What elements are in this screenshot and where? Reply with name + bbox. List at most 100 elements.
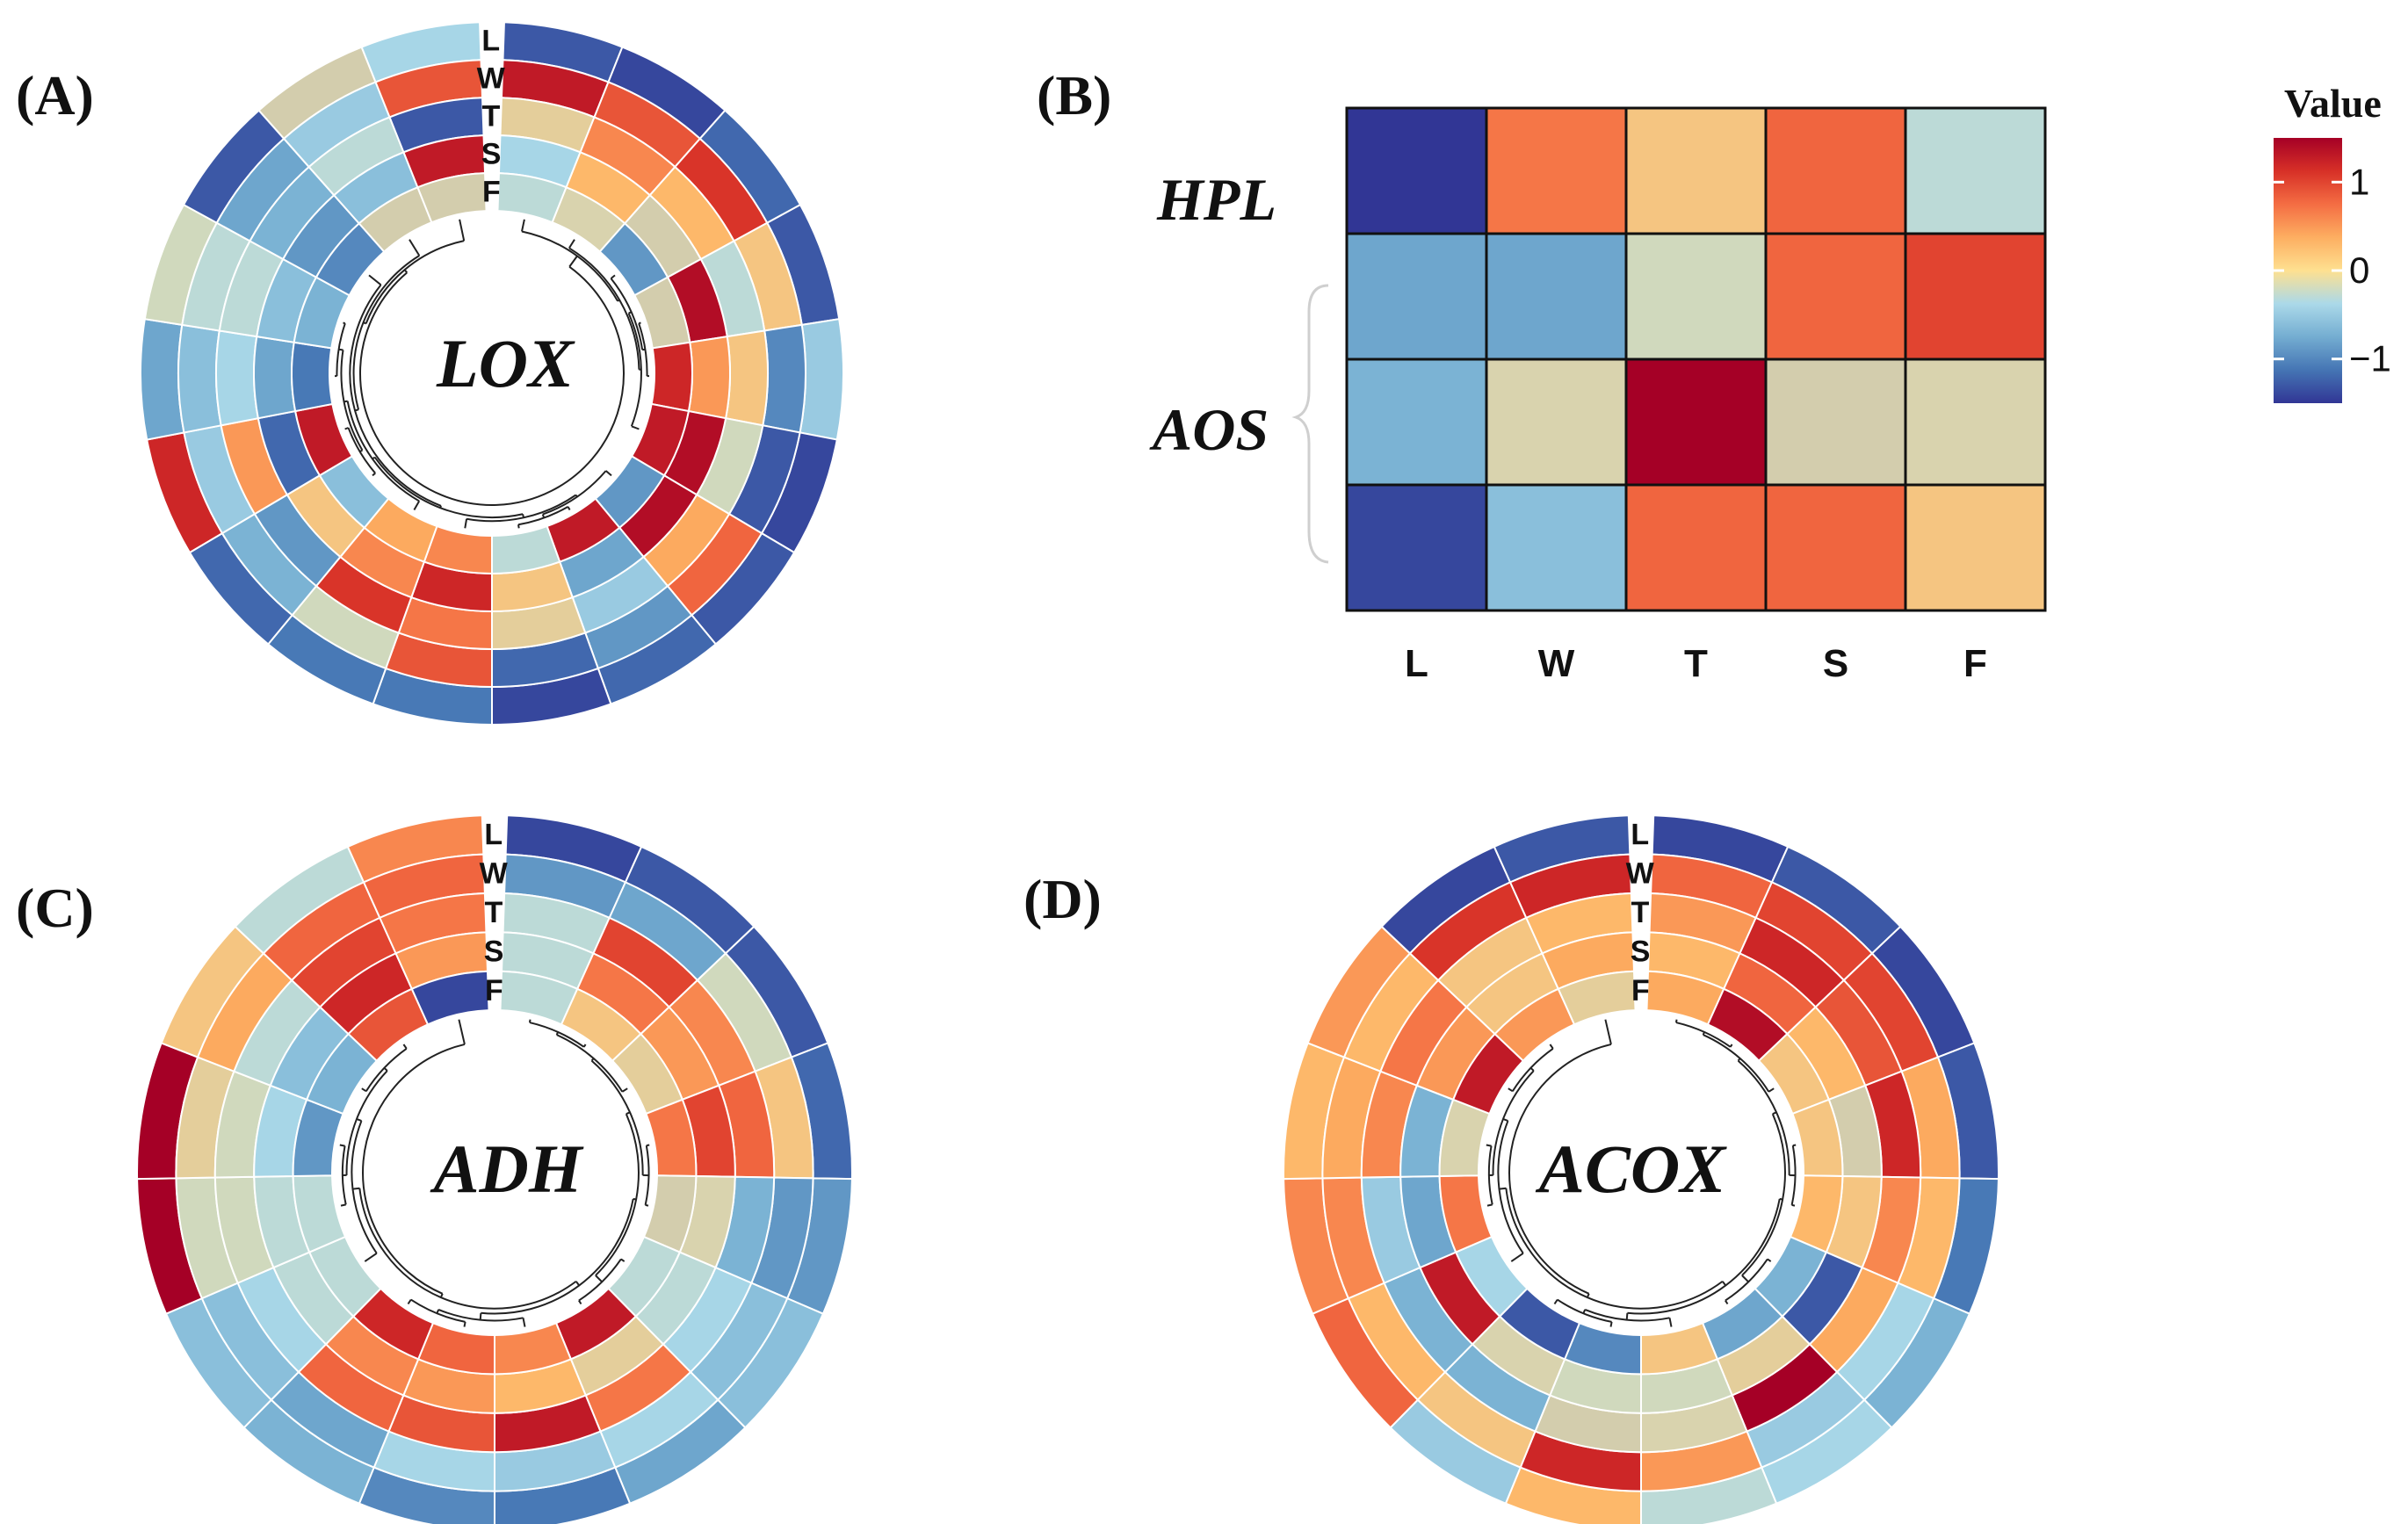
lox-dendrogram	[335, 219, 649, 529]
color-legend: Value 1 0 −1	[2274, 81, 2391, 403]
dendrogram-branch	[459, 219, 466, 242]
dendrogram-branch	[458, 1019, 466, 1045]
legend-colorbar	[2274, 138, 2342, 403]
panel-label-b: (B)	[1037, 64, 1111, 126]
track-label: W	[1626, 857, 1655, 891]
row-label-aos: AOS	[1149, 396, 1269, 463]
adh-gene-label: ADH	[429, 1130, 583, 1207]
dendrogram-branch	[364, 1252, 378, 1262]
heatmap-cell	[1485, 483, 1628, 612]
heatmap-cell	[215, 329, 260, 427]
dendrogram-branch	[568, 239, 575, 249]
dendrogram-branch	[409, 239, 421, 256]
dendrogram-branch	[1741, 1275, 1749, 1283]
dendrogram-arc	[336, 322, 346, 377]
dendrogram-branch	[463, 1321, 466, 1327]
heatmap-cell	[799, 318, 845, 441]
heatmap-cell	[650, 341, 693, 413]
heatmap-cell	[1624, 358, 1768, 487]
heatmap-cell	[1904, 358, 2047, 487]
dendrogram-branch	[1779, 1197, 1783, 1201]
heatmap-hpl-aos: (B) HPL AOS L W T S F Value 1 0 −1	[1037, 64, 2391, 685]
panel-label-c: (C)	[16, 877, 94, 939]
legend-tick-label: −1	[2349, 338, 2391, 379]
lox-gene-label: LOX	[436, 325, 575, 401]
dendrogram-branch	[1792, 1144, 1797, 1147]
dendrogram-branch	[1668, 1318, 1673, 1327]
track-label: S	[484, 935, 504, 968]
dendrogram-branch	[1499, 1187, 1507, 1190]
dendrogram-branch	[402, 1044, 408, 1050]
dendrogram-branch	[1768, 1087, 1775, 1093]
heatmap-cell	[724, 329, 769, 427]
track-label: F	[482, 175, 501, 208]
dendrogram-branch	[610, 274, 616, 279]
dendrogram-arc	[359, 265, 625, 507]
track-label: F	[485, 974, 503, 1008]
heatmap-cell	[1764, 358, 1907, 487]
track-label: T	[1631, 896, 1650, 929]
heatmap-cell	[1764, 483, 1907, 612]
heatmap-cell	[1345, 483, 1488, 612]
dendrogram-branch	[522, 1318, 526, 1327]
dendrogram-branch	[413, 500, 421, 510]
adh-heatmap-cells	[136, 814, 853, 1524]
dendrogram-branch	[439, 1293, 444, 1298]
column-label: W	[1538, 642, 1575, 685]
dendrogram-branch	[595, 1275, 603, 1283]
column-label: T	[1684, 642, 1708, 685]
heatmap-cell	[1485, 232, 1628, 361]
track-label: S	[481, 137, 502, 170]
heatmap-cell	[177, 323, 222, 434]
dendrogram-branch	[521, 219, 525, 232]
dendrogram-branch	[1625, 1312, 1629, 1320]
dendrogram-arc	[1741, 1113, 1786, 1276]
heatmap-cell	[1764, 232, 1907, 361]
hpl-aos-heatmap-cells	[1345, 106, 2047, 612]
dendrogram-branch	[340, 1203, 346, 1207]
dendrogram-branch	[605, 470, 612, 477]
dendrogram-branch	[344, 427, 349, 430]
dendrogram-arc	[590, 1059, 644, 1175]
heatmap-cell	[1345, 358, 1488, 487]
dendrogram-branch	[383, 1067, 388, 1072]
adh-dendrogram	[339, 1019, 650, 1327]
heatmap-cell	[410, 970, 490, 1026]
panel-label-d: (D)	[1023, 868, 1102, 930]
legend-ticks: 1 0 −1	[2274, 161, 2391, 379]
column-label: F	[1963, 642, 1987, 685]
dendrogram-arc	[1508, 1043, 1612, 1295]
heatmap-cell	[416, 172, 488, 224]
dendrogram-branch	[633, 1197, 637, 1201]
heatmap-cell	[1904, 483, 2047, 612]
dendrogram-branch	[1586, 1293, 1590, 1298]
dendrogram-arc	[352, 255, 420, 410]
dendrogram-branch	[403, 269, 409, 274]
dendrogram-branch	[626, 1111, 631, 1116]
heatmap-cell	[687, 335, 731, 420]
dendrogram-arc	[638, 322, 648, 377]
track-label: L	[481, 24, 500, 57]
panel-label-a: (A)	[16, 64, 94, 126]
dendrogram-branch	[568, 255, 578, 268]
row-label-hpl: HPL	[1156, 166, 1276, 233]
dendrogram-branch	[1510, 1252, 1524, 1262]
dendrogram-branch	[578, 1300, 582, 1305]
dendrogram-branch	[372, 456, 376, 460]
dendrogram-branch	[368, 274, 382, 286]
heatmap-cell	[1557, 970, 1637, 1026]
heatmap-cell	[1345, 232, 1488, 361]
track-label: T	[482, 99, 501, 133]
dendrogram-arc	[517, 506, 569, 526]
dendrogram-branch	[372, 472, 376, 477]
dendrogram-branch	[628, 311, 632, 314]
dendrogram-branch	[352, 1187, 360, 1190]
dendrogram-branch	[631, 425, 640, 430]
heatmap-cell	[1485, 106, 1628, 235]
